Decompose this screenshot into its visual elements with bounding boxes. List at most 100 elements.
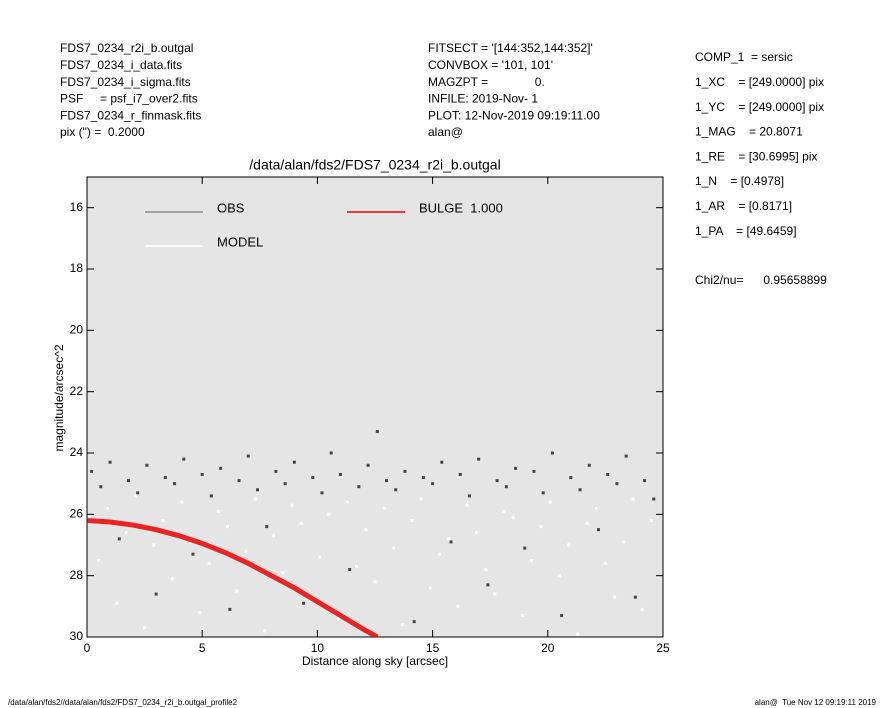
header-middle-line: INFILE: 2019-Nov- 1 (428, 92, 538, 106)
chart-title: /data/alan/fds2/FDS7_0234_r2i_b.outgal (249, 157, 500, 173)
y-axis-label: magnitude/arcsec^2 (52, 344, 66, 451)
data-point (421, 476, 425, 480)
param-line: 1_YC = [249.0000] pix (695, 100, 824, 114)
data-point (502, 509, 506, 513)
data-point (90, 469, 94, 473)
data-point (283, 482, 287, 486)
data-point (467, 494, 471, 498)
param-line: 1_AR = [0.8171] (695, 199, 792, 213)
y-tick-label: 28 (70, 568, 84, 582)
data-point (447, 537, 451, 541)
data-point (182, 457, 186, 461)
data-point (124, 531, 128, 535)
legend-label: OBS (217, 200, 245, 215)
data-point (539, 525, 543, 529)
data-point (154, 592, 158, 596)
data-point (246, 454, 250, 458)
header-middle-line: PLOT: 12-Nov-2019 09:19:11.00 (428, 108, 600, 122)
data-point (152, 543, 156, 547)
data-point (401, 623, 405, 627)
data-point (511, 515, 515, 519)
data-point (272, 534, 276, 538)
data-point (244, 549, 248, 553)
data-point (532, 469, 536, 473)
data-point (530, 558, 534, 562)
header-left-line: FDS7_0234_i_data.fits (60, 58, 182, 72)
header-left-line: FDS7_0234_r_finmask.fits (60, 108, 201, 122)
data-point (348, 568, 352, 572)
data-point (143, 626, 147, 630)
data-point (520, 614, 524, 618)
data-point (253, 497, 257, 501)
data-point (336, 617, 340, 621)
data-point (385, 479, 389, 483)
data-point (585, 522, 589, 526)
data-point (550, 451, 554, 455)
data-point (170, 577, 174, 581)
header-middle-line: MAGZPT = 0. (428, 75, 545, 89)
data-point (456, 604, 460, 608)
param-line: 1_MAG = 20.8071 (695, 125, 803, 139)
data-point (594, 506, 598, 510)
x-tick-label: 5 (199, 641, 206, 655)
data-point (97, 558, 101, 562)
y-tick-label: 30 (70, 629, 84, 643)
param-line: 1_XC = [249.0000] pix (695, 75, 824, 89)
y-tick-label: 26 (70, 507, 84, 521)
data-point (458, 472, 462, 476)
x-tick-label: 25 (656, 641, 670, 655)
data-point (200, 472, 204, 476)
data-point (465, 503, 469, 507)
data-point (299, 522, 303, 526)
data-point (281, 571, 285, 575)
data-point (382, 506, 386, 510)
data-point (640, 607, 644, 611)
data-point (262, 629, 266, 633)
data-point (560, 614, 564, 618)
data-point (373, 580, 377, 584)
data-point (108, 460, 112, 464)
data-point (613, 595, 617, 599)
data-point (311, 476, 315, 480)
data-point (477, 457, 481, 461)
x-tick-label: 10 (311, 641, 325, 655)
data-point (87, 515, 91, 519)
data-point (274, 469, 278, 473)
data-point (596, 528, 600, 532)
data-point (431, 482, 435, 486)
x-tick-label: 15 (426, 641, 440, 655)
data-point (587, 463, 591, 467)
data-point (345, 500, 349, 504)
footer-right: alan@ Tue Nov 12 09:19:11 2019 (755, 698, 877, 707)
param-line: COMP_1 = sersic (695, 50, 793, 64)
data-point (440, 460, 444, 464)
data-point (219, 466, 223, 470)
data-point (643, 479, 647, 483)
data-point (606, 472, 610, 476)
header-left-line: pix (") = 0.2000 (60, 125, 145, 139)
y-tick-label: 20 (70, 323, 84, 337)
data-point (216, 509, 220, 513)
data-point (578, 488, 582, 492)
header-left-line: FDS7_0234_r2i_b.outgal (60, 41, 193, 55)
data-point (569, 476, 573, 480)
header-left-line: FDS7_0234_i_sigma.fits (60, 75, 191, 89)
header-left-line: PSF = psf_i7_over2.fits (60, 92, 198, 106)
profile-line (87, 517, 379, 637)
data-point (329, 451, 333, 455)
data-point (438, 552, 442, 556)
data-point (615, 482, 619, 486)
data-point (357, 485, 361, 489)
data-point (419, 497, 423, 501)
x-axis-label: Distance along sky [arcsec] (302, 654, 448, 668)
data-point (198, 610, 202, 614)
legend-label: MODEL (217, 234, 263, 249)
data-point (338, 472, 342, 476)
data-point (523, 546, 527, 550)
data-point (514, 466, 518, 470)
data-point (649, 518, 653, 522)
data-point (136, 491, 140, 495)
legend-label: BULGE 1.000 (419, 200, 503, 215)
data-point (179, 500, 183, 504)
